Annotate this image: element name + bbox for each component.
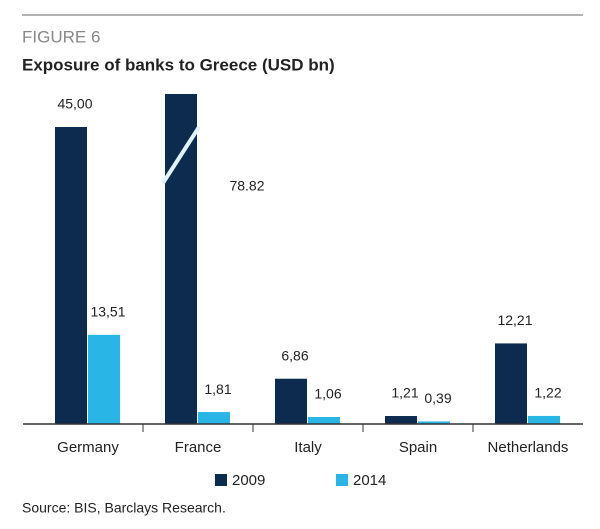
data-label: 6,86 <box>281 347 308 363</box>
data-label: 1,81 <box>204 381 231 397</box>
chart-title: Exposure of banks to Greece (USD bn) <box>22 55 335 74</box>
data-label: 1,21 <box>391 385 418 401</box>
data-label: 78.82 <box>229 178 264 194</box>
bar <box>55 127 87 424</box>
x-tick-label: Spain <box>399 439 437 456</box>
legend-label: 2009 <box>232 472 265 489</box>
bar <box>308 417 340 424</box>
plot-area <box>55 94 560 424</box>
data-label: 0,39 <box>424 390 451 406</box>
bar <box>275 378 307 424</box>
data-label: 45,00 <box>57 96 92 112</box>
data-label: 1,22 <box>534 385 561 401</box>
legend-swatch <box>336 474 348 486</box>
legend-label: 2014 <box>353 472 386 489</box>
bar <box>495 343 527 424</box>
x-tick-label: Germany <box>57 439 119 456</box>
x-tick-label: France <box>175 439 222 456</box>
x-tick-label: Italy <box>294 439 322 456</box>
data-label: 13,51 <box>90 304 125 320</box>
bar <box>165 94 197 424</box>
data-label: 1,06 <box>314 386 341 402</box>
source: Source: BIS, Barclays Research. <box>22 500 226 516</box>
bar <box>385 416 417 424</box>
figure-label: FIGURE 6 <box>22 27 100 46</box>
legend-swatch <box>215 474 227 486</box>
bar <box>418 421 450 424</box>
data-label: 12,21 <box>497 312 532 328</box>
bar <box>528 415 560 424</box>
x-tick-label: Netherlands <box>488 439 569 456</box>
bar <box>88 334 120 424</box>
bar <box>198 412 230 424</box>
axis-break <box>161 125 201 185</box>
